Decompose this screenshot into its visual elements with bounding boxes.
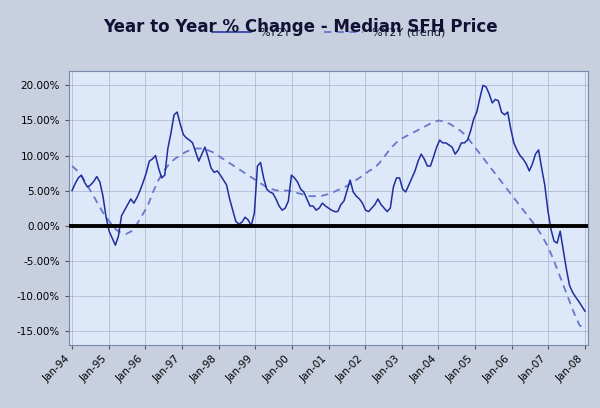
%Y2Y (trend): [328, 191, 335, 196]
%Y2Y: [140, 180, 147, 184]
%Y2Y: [479, 83, 487, 88]
%Y2Y: [68, 188, 76, 193]
%Y2Y (trend): [214, 153, 221, 158]
Line: %Y2Y: %Y2Y: [72, 85, 585, 311]
%Y2Y (trend): [290, 189, 297, 194]
%Y2Y: [251, 211, 258, 215]
%Y2Y (trend): [139, 213, 146, 217]
Legend: %Y2Y, %Y2Y (trend): %Y2Y, %Y2Y (trend): [212, 28, 445, 38]
%Y2Y (trend): [344, 183, 351, 188]
%Y2Y (trend): [68, 164, 76, 169]
%Y2Y: [325, 206, 332, 211]
Text: Year to Year % Change - Median SFH Price: Year to Year % Change - Median SFH Price: [103, 18, 497, 36]
%Y2Y: [331, 209, 338, 214]
%Y2Y: [581, 309, 589, 314]
Line: %Y2Y (trend): %Y2Y (trend): [72, 120, 585, 329]
%Y2Y: [405, 182, 412, 187]
%Y2Y (trend): [544, 243, 551, 248]
%Y2Y: [136, 188, 143, 193]
%Y2Y (trend): [581, 327, 589, 332]
%Y2Y (trend): [436, 118, 443, 123]
